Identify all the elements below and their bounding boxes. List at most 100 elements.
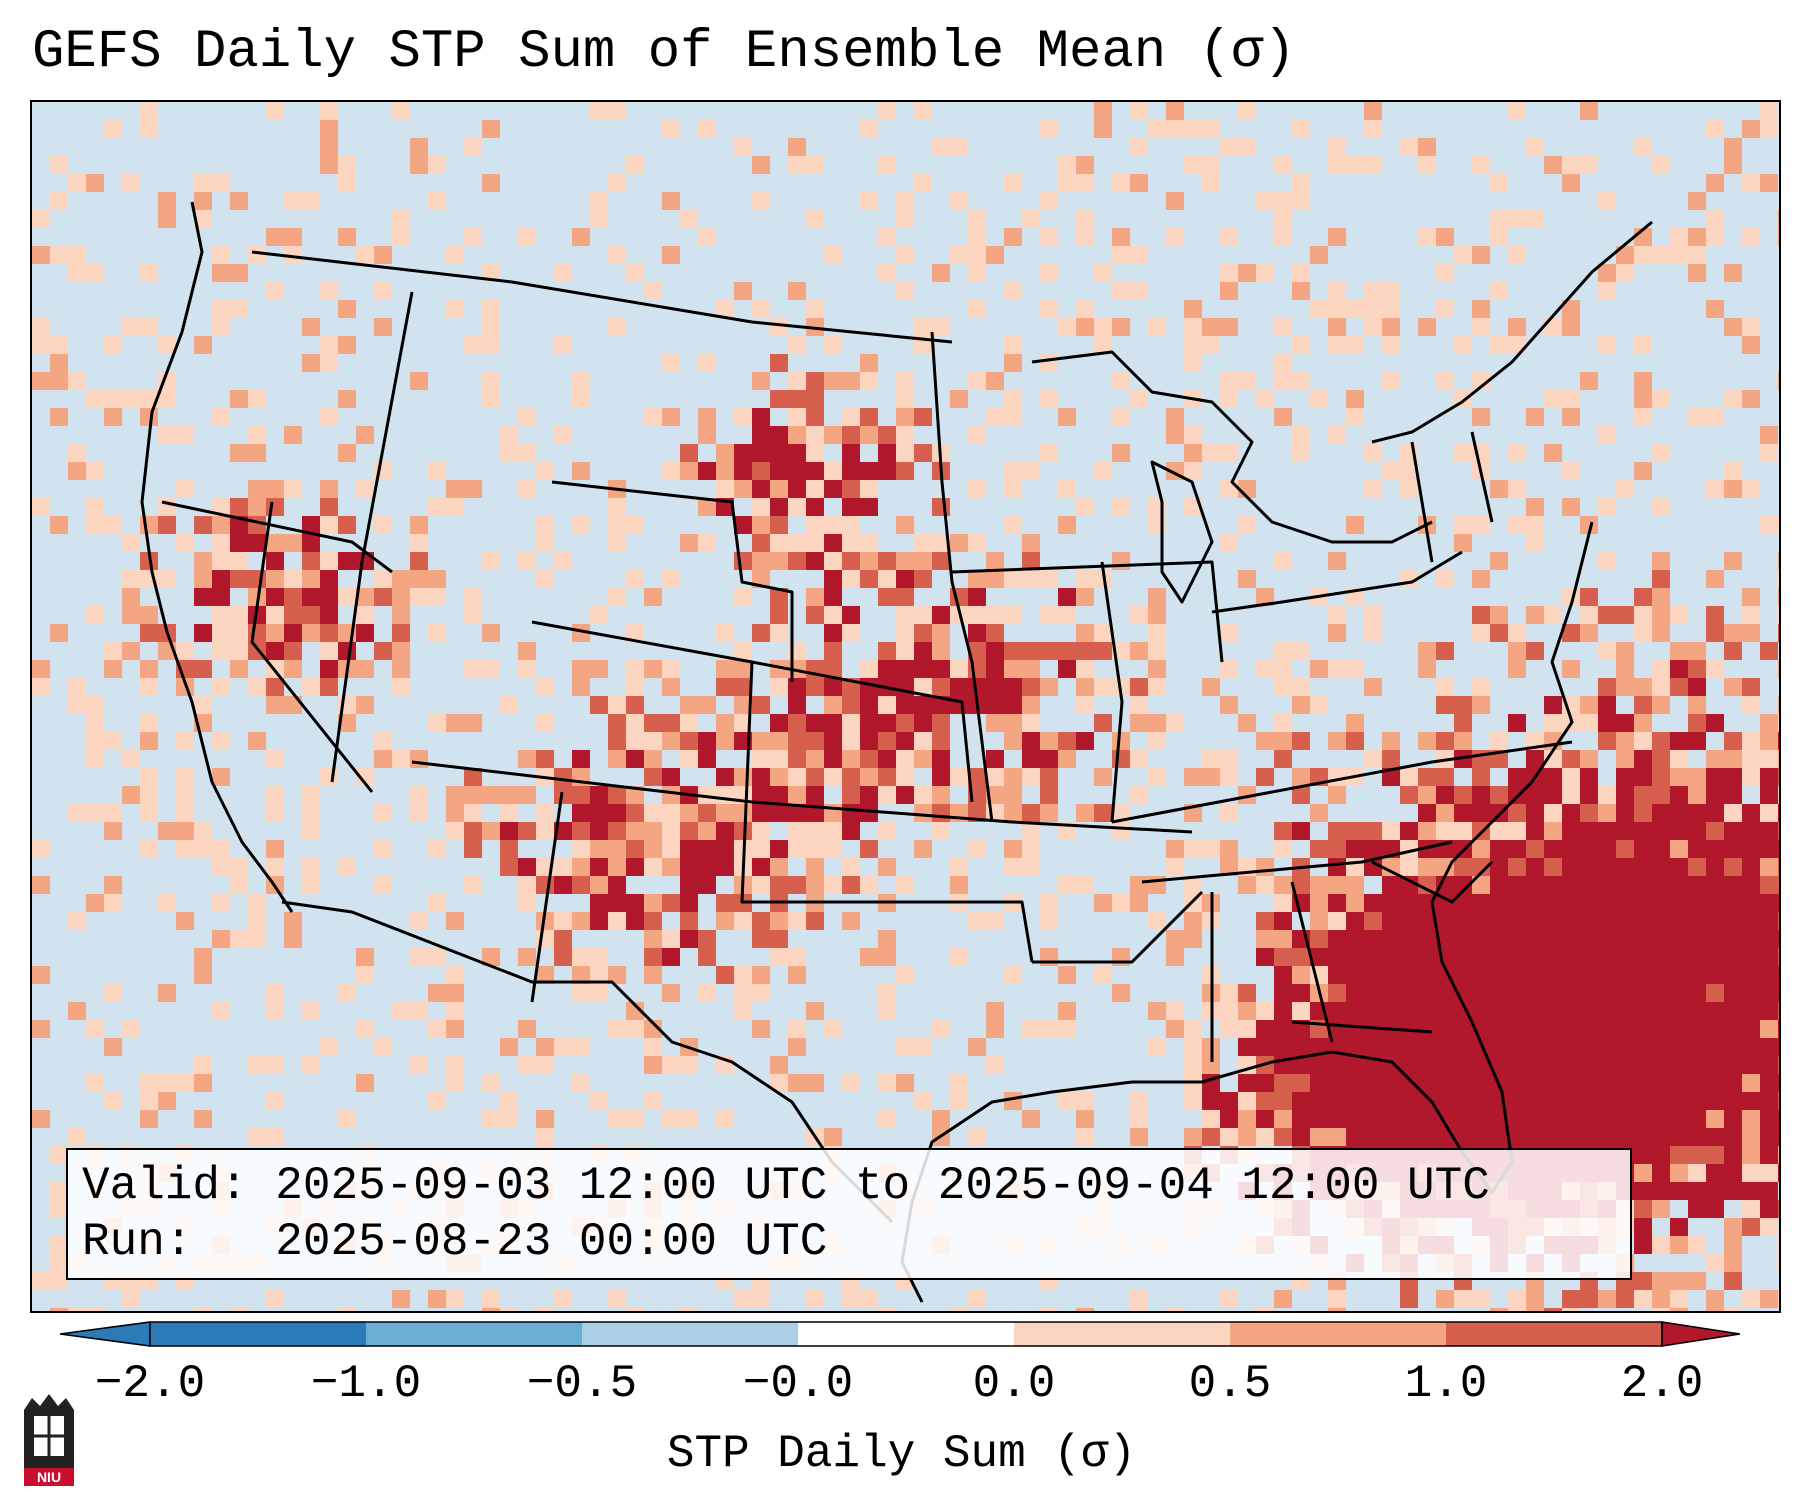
anomaly-cell	[752, 822, 770, 840]
anomaly-cell	[662, 984, 680, 1002]
anomaly-cell	[842, 912, 860, 930]
anomaly-cell	[320, 678, 338, 696]
anomaly-cell	[1220, 138, 1238, 156]
anomaly-cell	[1364, 300, 1382, 318]
anomaly-cell	[842, 696, 860, 714]
anomaly-cell	[1202, 318, 1220, 336]
anomaly-cell	[1598, 876, 1616, 894]
anomaly-cell	[1490, 858, 1508, 876]
anomaly-cell	[644, 588, 662, 606]
anomaly-cell	[1490, 1002, 1508, 1020]
anomaly-cell	[788, 1074, 806, 1092]
anomaly-cell	[1436, 678, 1454, 696]
anomaly-cell	[1436, 912, 1454, 930]
anomaly-cell	[1526, 1056, 1544, 1074]
anomaly-cell	[644, 1056, 662, 1074]
anomaly-cell	[1256, 948, 1274, 966]
anomaly-cell	[1778, 948, 1779, 966]
anomaly-cell	[698, 120, 716, 138]
anomaly-cell	[1130, 642, 1148, 660]
anomaly-cell	[1058, 732, 1076, 750]
anomaly-cell	[464, 804, 482, 822]
anomaly-cell	[1040, 768, 1058, 786]
anomaly-cell	[356, 948, 374, 966]
anomaly-cell	[1346, 1092, 1364, 1110]
anomaly-cell	[1688, 246, 1706, 264]
anomaly-cell	[1562, 876, 1580, 894]
anomaly-cell	[248, 678, 266, 696]
anomaly-cell	[842, 804, 860, 822]
anomaly-cell	[86, 894, 104, 912]
anomaly-cell	[1220, 1020, 1238, 1038]
anomaly-cell	[194, 624, 212, 642]
anomaly-cell	[1670, 1308, 1688, 1311]
anomaly-cell	[1778, 822, 1779, 840]
anomaly-cell	[1688, 1110, 1706, 1128]
anomaly-cell	[1742, 894, 1760, 912]
anomaly-cell	[140, 840, 158, 858]
anomaly-cell	[770, 354, 788, 372]
anomaly-cell	[1634, 966, 1652, 984]
anomaly-cell	[194, 1074, 212, 1092]
anomaly-cell	[860, 660, 878, 678]
anomaly-cell	[806, 1074, 824, 1092]
anomaly-cell	[230, 570, 248, 588]
anomaly-cell	[554, 930, 572, 948]
anomaly-cell	[1526, 1074, 1544, 1092]
anomaly-cell	[842, 822, 860, 840]
anomaly-cell	[500, 858, 518, 876]
anomaly-cell	[1544, 822, 1562, 840]
colorbar-bin-3	[582, 1322, 798, 1346]
anomaly-cell	[1742, 912, 1760, 930]
anomaly-cell	[1742, 174, 1760, 192]
anomaly-cell	[1022, 570, 1040, 588]
anomaly-cell	[1688, 1182, 1706, 1200]
anomaly-cell	[1598, 1020, 1616, 1038]
anomaly-cell	[1562, 174, 1580, 192]
anomaly-cell	[1742, 390, 1760, 408]
anomaly-cell	[230, 876, 248, 894]
anomaly-cell	[158, 984, 176, 1002]
anomaly-cell	[410, 534, 428, 552]
anomaly-cell	[1634, 1200, 1652, 1218]
anomaly-cell	[662, 246, 680, 264]
anomaly-cell	[1616, 1020, 1634, 1038]
anomaly-cell	[770, 732, 788, 750]
colorbar-ticks: −2.0 −1.0 −0.5 −0.0 0.0 0.5 1.0 2.0	[0, 1358, 1803, 1418]
anomaly-cell	[320, 552, 338, 570]
anomaly-cell	[176, 786, 194, 804]
anomaly-cell	[1652, 822, 1670, 840]
anomaly-cell	[1022, 750, 1040, 768]
anomaly-cell	[860, 804, 878, 822]
anomaly-cell	[806, 426, 824, 444]
anomaly-cell	[842, 498, 860, 516]
anomaly-cell	[1094, 642, 1112, 660]
anomaly-cell	[1706, 1074, 1724, 1092]
anomaly-cell	[86, 750, 104, 768]
anomaly-cell	[1328, 966, 1346, 984]
anomaly-cell	[1472, 570, 1490, 588]
anomaly-cell	[1688, 696, 1706, 714]
anomaly-cell	[1634, 858, 1652, 876]
anomaly-cell	[1382, 732, 1400, 750]
anomaly-cell	[1490, 1020, 1508, 1038]
anomaly-cell	[1670, 1074, 1688, 1092]
anomaly-cell	[428, 840, 446, 858]
anomaly-cell	[1382, 948, 1400, 966]
anomaly-cell	[482, 822, 500, 840]
anomaly-cell	[230, 444, 248, 462]
anomaly-cell	[1004, 282, 1022, 300]
anomaly-cell	[1220, 1290, 1238, 1308]
anomaly-cell	[1274, 372, 1292, 390]
anomaly-cell	[1598, 678, 1616, 696]
anomaly-cell	[446, 246, 464, 264]
anomaly-cell	[1670, 246, 1688, 264]
anomaly-cell	[482, 390, 500, 408]
anomaly-cell	[1580, 1038, 1598, 1056]
anomaly-cell	[1310, 696, 1328, 714]
anomaly-cell	[266, 804, 284, 822]
anomaly-cell	[302, 858, 320, 876]
anomaly-cell	[320, 102, 338, 120]
anomaly-cell	[536, 750, 554, 768]
anomaly-cell	[896, 282, 914, 300]
